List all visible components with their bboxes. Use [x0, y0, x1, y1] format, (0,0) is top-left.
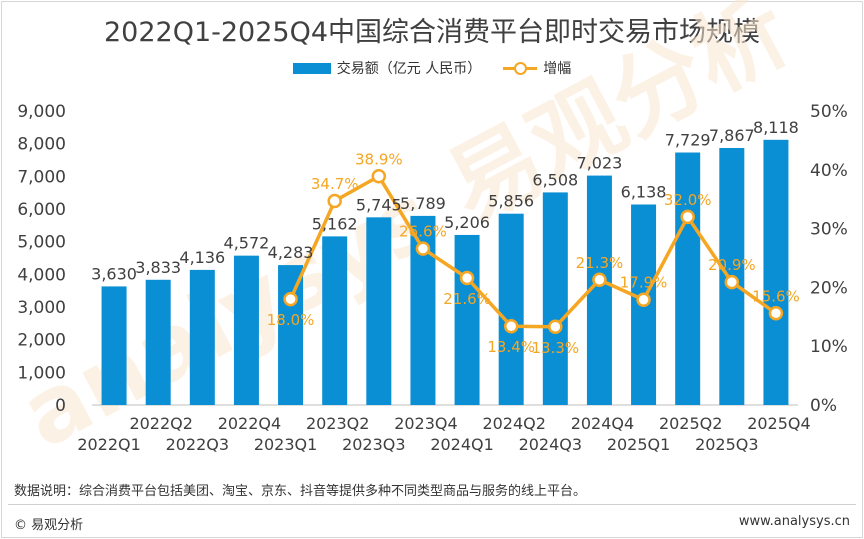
- site-url: www.analysys.cn: [738, 514, 850, 529]
- bar-value-label: 7,867: [709, 126, 755, 145]
- x-tick-label: 2022Q2: [129, 414, 193, 433]
- x-tick-label: 2023Q3: [342, 435, 406, 454]
- legend-bar-label: 交易额（亿元 人民币）: [336, 61, 482, 77]
- growth-marker: [768, 306, 784, 321]
- growth-value-label: 13.3%: [531, 339, 579, 357]
- x-tick-label: 2022Q1: [77, 435, 141, 454]
- growth-value-label: 15.6%: [752, 287, 800, 305]
- brand-label: © 易观分析: [14, 518, 84, 533]
- bar-value-label: 8,118: [753, 118, 799, 137]
- bar: [278, 265, 304, 405]
- bar: [101, 286, 127, 405]
- growth-value-label: 38.9%: [355, 150, 403, 168]
- bar-value-label: 3,630: [91, 264, 137, 283]
- growth-marker: [327, 193, 342, 209]
- x-tick-label: 2024Q2: [482, 414, 546, 433]
- bar: [542, 192, 568, 405]
- bar-value-label: 5,789: [400, 194, 446, 213]
- bar: [322, 236, 348, 405]
- bar: [675, 152, 701, 405]
- y-tick-left: 1,000: [17, 363, 66, 383]
- bar-value-label: 7,023: [577, 154, 623, 173]
- y-tick-left: 5,000: [17, 233, 66, 253]
- y-tick-right: 30%: [810, 220, 848, 240]
- bar-value-label: 4,136: [179, 248, 225, 267]
- y-tick-left: 2,000: [17, 331, 66, 351]
- growth-value-label: 18.0%: [267, 311, 315, 329]
- x-tick-label: 2024Q3: [519, 435, 583, 454]
- growth-value-label: 21.6%: [443, 290, 491, 308]
- growth-value-label: 34.7%: [311, 175, 359, 193]
- bar-value-label: 6,508: [532, 170, 578, 189]
- chart-title: 2022Q1-2025Q4中国综合消费平台即时交易市场规模: [103, 17, 761, 48]
- x-tick-label: 2024Q1: [430, 435, 494, 454]
- growth-value-label: 32.0%: [664, 191, 712, 209]
- y-tick-right: 40%: [810, 161, 848, 181]
- legend-line-label: 增幅: [543, 61, 572, 77]
- bar-value-label: 4,283: [268, 243, 314, 262]
- bar: [763, 139, 789, 405]
- bar-value-label: 5,745: [356, 195, 402, 214]
- growth-marker: [680, 209, 695, 225]
- y-tick-left: 4,000: [17, 265, 66, 285]
- bar-value-label: 4,572: [224, 234, 270, 253]
- bar: [189, 269, 215, 405]
- footer-divider: [8, 504, 856, 505]
- x-tick-label: 2025Q1: [607, 435, 671, 454]
- bar-value-label: 5,162: [312, 214, 358, 233]
- bar-value-label: 3,833: [135, 258, 181, 277]
- x-tick-label: 2025Q4: [747, 414, 811, 433]
- growth-marker: [459, 270, 475, 286]
- legend: 交易额（亿元 人民币） 增幅: [0, 58, 864, 78]
- x-tick-label: 2023Q1: [254, 435, 318, 454]
- y-tick-right: 20%: [810, 278, 848, 298]
- bar: [366, 217, 392, 405]
- growth-marker: [503, 318, 519, 334]
- y-tick-left: 8,000: [17, 135, 66, 155]
- bar-value-label: 5,856: [488, 192, 534, 211]
- y-tick-right: 10%: [810, 337, 848, 357]
- x-tick-label: 2022Q4: [218, 414, 282, 433]
- legend-item-line: 增幅: [503, 58, 571, 78]
- growth-marker: [415, 241, 431, 256]
- legend-bar-swatch: [292, 62, 331, 74]
- x-tick-label: 2022Q3: [166, 435, 230, 454]
- bar-value-label: 6,138: [621, 182, 667, 201]
- bar-value-label: 7,729: [665, 131, 711, 150]
- bar: [454, 234, 480, 405]
- growth-value-label: 13.4%: [487, 338, 535, 356]
- x-tick-label: 2025Q2: [659, 414, 723, 433]
- growth-marker: [283, 291, 298, 307]
- data-note: 数据说明：综合消费平台包括美团、淘宝、京东、抖音等提供多种不同类型商品与服务的线…: [14, 484, 587, 499]
- growth-value-label: 26.6%: [399, 223, 447, 241]
- growth-marker: [548, 319, 563, 335]
- x-tick-label: 2023Q2: [306, 414, 370, 433]
- growth-line: [288, 174, 777, 329]
- y-tick-left: 6,000: [17, 200, 66, 220]
- y-tick-right: 50%: [810, 102, 848, 122]
- bar-value-label: 5,206: [444, 213, 490, 232]
- growth-value-label: 20.9%: [708, 256, 756, 274]
- growth-marker: [636, 292, 651, 307]
- y-tick-right: 0%: [810, 396, 837, 416]
- legend-line-swatch: [503, 61, 538, 75]
- x-tick-label: 2023Q4: [394, 414, 458, 433]
- growth-marker: [724, 274, 740, 290]
- y-tick-left: 0: [55, 396, 66, 416]
- y-tick-left: 7,000: [17, 167, 66, 187]
- x-tick-label: 2024Q4: [571, 414, 635, 433]
- bar: [498, 213, 524, 405]
- growth-marker: [592, 272, 607, 288]
- growth-value-label: 17.9%: [620, 274, 668, 292]
- growth-value-label: 21.3%: [576, 254, 624, 272]
- bar: [233, 255, 259, 405]
- y-tick-left: 9,000: [17, 102, 66, 122]
- y-tick-left: 3,000: [17, 298, 66, 318]
- x-tick-label: 2025Q3: [695, 435, 759, 454]
- bar: [145, 279, 171, 405]
- growth-marker: [371, 169, 387, 184]
- legend-item-bar: 交易额（亿元 人民币）: [292, 58, 482, 78]
